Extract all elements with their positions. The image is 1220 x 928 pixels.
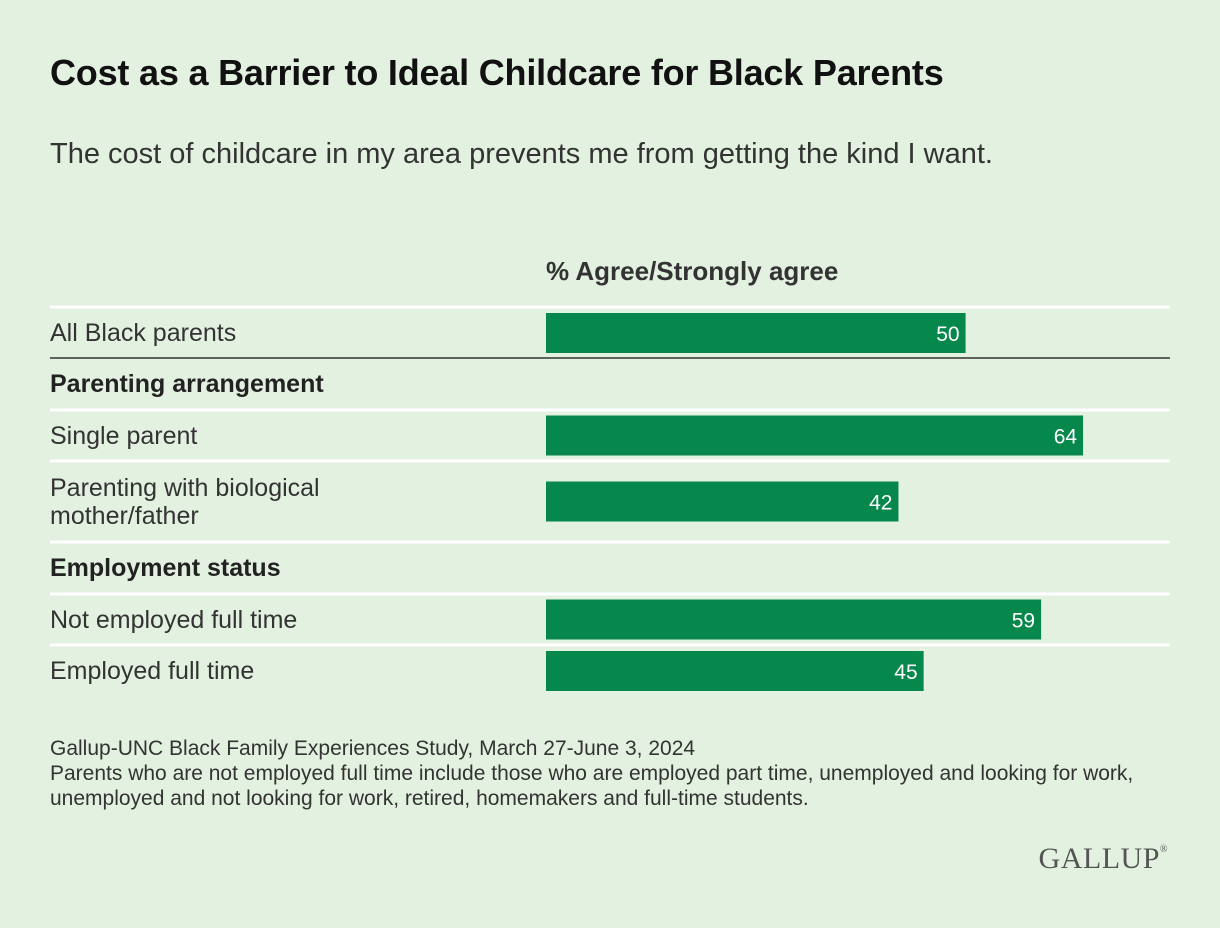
group-label-parenting-arrangement: Parenting arrangement bbox=[50, 370, 324, 398]
row-label-employed-full-time: Employed full time bbox=[50, 657, 255, 685]
gallup-logo: GALLUP® bbox=[1038, 842, 1168, 875]
row-label-single-parent: Single parent bbox=[50, 421, 198, 450]
row-label-parenting-with-biological: Parenting with biological mother/father bbox=[50, 473, 320, 530]
row-label-not-employed-full-time: Not employed full time bbox=[50, 605, 298, 634]
data-label-3: 59 bbox=[1012, 610, 1035, 633]
data-label-1: 64 bbox=[1054, 426, 1078, 449]
group-label-employment-status: Employment status bbox=[50, 554, 281, 582]
column-header: % Agree/Strongly agree bbox=[546, 256, 839, 286]
source-line: Gallup-UNC Black Family Experiences Stud… bbox=[50, 737, 696, 760]
chart-title: Cost as a Barrier to Ideal Childcare for… bbox=[50, 52, 944, 93]
bar-2 bbox=[546, 481, 899, 522]
data-label-4: 45 bbox=[894, 661, 917, 684]
data-label-2: 42 bbox=[869, 492, 892, 515]
data-label-0: 50 bbox=[936, 323, 959, 346]
bar-1 bbox=[546, 415, 1084, 456]
source-notes: Gallup-UNC Black Family Experiences Stud… bbox=[50, 736, 1170, 811]
bar-0 bbox=[546, 313, 966, 353]
row-label-all-black-parents: All Black parents bbox=[50, 319, 237, 347]
bar-4 bbox=[546, 651, 924, 691]
footnote: Parents who are not employed full time i… bbox=[50, 762, 1134, 810]
bar-3 bbox=[546, 599, 1042, 640]
chart-subtitle: The cost of childcare in my area prevent… bbox=[50, 138, 993, 170]
